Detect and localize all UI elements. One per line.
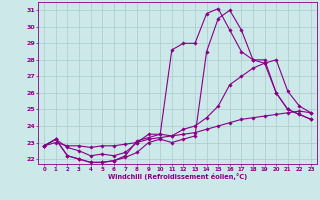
X-axis label: Windchill (Refroidissement éolien,°C): Windchill (Refroidissement éolien,°C) [108,173,247,180]
